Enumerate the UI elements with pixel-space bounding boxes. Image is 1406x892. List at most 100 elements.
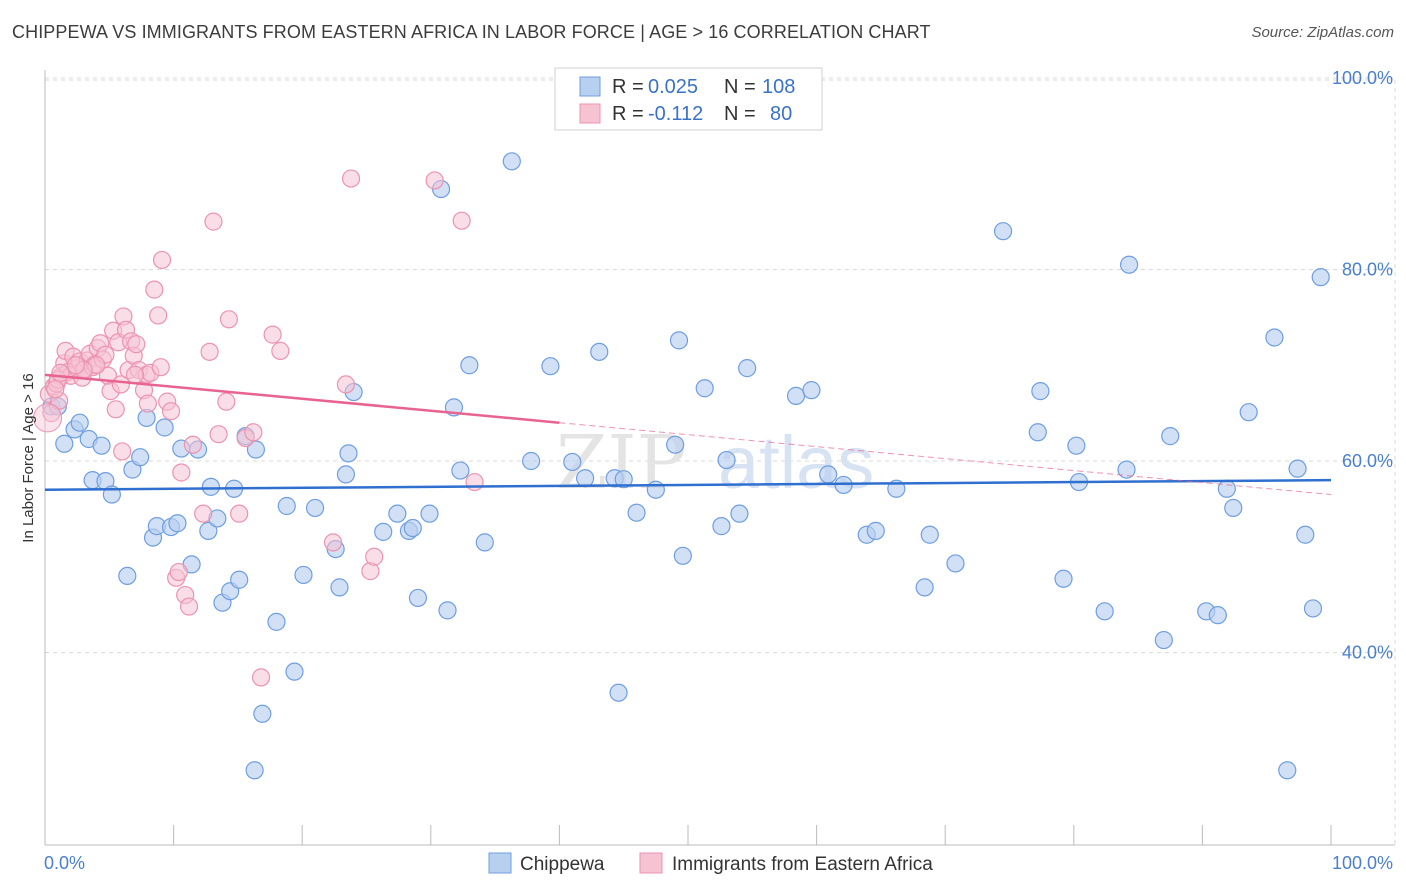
- chippewa-point: [522, 451, 541, 471]
- series-eastern-africa-points: [33, 169, 484, 687]
- eastern-africa-point: [217, 392, 236, 411]
- legend-r-value-2: -0.112: [648, 103, 703, 125]
- chippewa-point: [666, 435, 685, 454]
- chart-title: CHIPPEWA VS IMMIGRANTS FROM EASTERN AFRI…: [12, 22, 931, 42]
- eastern-africa-point: [204, 212, 223, 231]
- chippewa-point: [1296, 525, 1315, 544]
- y-axis-label: In Labor Force | Age > 16: [20, 373, 37, 542]
- eastern-africa-point: [179, 597, 199, 616]
- chippewa-point: [277, 496, 296, 516]
- chippewa-point: [1119, 255, 1139, 274]
- eastern-africa-point: [219, 310, 238, 329]
- eastern-africa-point: [151, 358, 170, 377]
- chippewa-point: [590, 342, 609, 361]
- chippewa-point: [253, 704, 272, 723]
- eastern-africa-point: [46, 380, 65, 399]
- bottom-legend-eastern-africa: Immigrants from Eastern Africa: [672, 854, 933, 875]
- chippewa-point: [1067, 436, 1086, 455]
- eastern-africa-point: [183, 435, 202, 454]
- eastern-africa-point: [66, 356, 85, 375]
- chippewa-point: [168, 514, 187, 533]
- eastern-africa-point: [172, 463, 191, 482]
- chippewa-point: [1311, 268, 1330, 287]
- chippewa-point: [614, 470, 633, 489]
- chippewa-point: [802, 381, 821, 400]
- chippewa-point: [563, 452, 582, 472]
- source-label: Source: ZipAtlas.com: [1251, 24, 1394, 41]
- chippewa-point: [730, 504, 749, 523]
- eastern-africa-point: [271, 341, 290, 360]
- eastern-africa-point: [106, 400, 125, 419]
- chippewa-point: [267, 612, 286, 631]
- chippewa-point: [294, 565, 313, 585]
- eastern-africa-point: [465, 472, 484, 492]
- eastern-africa-point: [336, 375, 356, 394]
- chippewa-point: [201, 477, 220, 496]
- chippewa-point: [460, 356, 479, 375]
- bottom-legend-swatch-eastern-africa: [639, 852, 663, 874]
- chippewa-point: [92, 436, 111, 455]
- chippewa-point: [438, 601, 457, 620]
- x-tick-label-min: 0.0%: [44, 853, 85, 873]
- chippewa-point: [946, 554, 965, 573]
- chippewa-point: [131, 448, 150, 467]
- watermark: ZIP atlas: [556, 420, 874, 506]
- eastern-africa-point: [149, 306, 168, 325]
- chippewa-trend-line: [44, 478, 1332, 491]
- chippewa-point: [339, 444, 358, 463]
- chippewa-point: [1095, 602, 1114, 621]
- watermark-atlas: atlas: [718, 421, 874, 504]
- legend-box: R = 0.025 N = 108 R = -0.112 N = 80: [554, 67, 823, 131]
- legend-swatch-eastern-africa: [579, 103, 601, 124]
- eastern-africa-point: [230, 504, 249, 523]
- eastern-africa-point: [152, 250, 172, 270]
- eastern-africa-point: [145, 280, 164, 299]
- chippewa-point: [246, 440, 266, 459]
- chippewa-point: [230, 570, 249, 589]
- eastern-africa-point: [127, 335, 146, 354]
- chippewa-point: [403, 518, 422, 538]
- chippewa-point: [336, 465, 356, 484]
- chippewa-point: [1208, 606, 1227, 625]
- y-tick-label-80: 80.0%: [1342, 260, 1393, 280]
- chippewa-point: [420, 504, 439, 523]
- y-tick-label-100: 100.0%: [1332, 68, 1393, 88]
- tick-labels: 40.0% 60.0% 80.0% 100.0% 0.0% 100.0%: [44, 68, 1393, 873]
- eastern-africa-point: [200, 342, 219, 361]
- chippewa-point: [1265, 328, 1284, 347]
- chippewa-point: [1054, 569, 1073, 588]
- chippewa-point: [669, 331, 689, 350]
- eastern-africa-point: [161, 402, 181, 421]
- chippewa-point: [1303, 599, 1323, 618]
- eastern-africa-point: [169, 562, 188, 582]
- eastern-africa-trend-extension: [559, 422, 1332, 496]
- eastern-africa-point: [111, 375, 130, 394]
- bottom-legend-chippewa: Chippewa: [520, 854, 605, 875]
- axes: [44, 70, 1395, 846]
- chippewa-point: [717, 450, 736, 470]
- chippewa-point: [199, 521, 218, 540]
- eastern-africa-point: [125, 365, 145, 384]
- chippewa-point: [451, 461, 470, 480]
- legend-r-value-1: 0.025: [648, 76, 698, 98]
- chippewa-point: [55, 434, 74, 453]
- chippewa-point: [541, 357, 560, 376]
- eastern-africa-point: [341, 169, 361, 188]
- chippewa-point: [920, 525, 939, 544]
- chippewa-point: [374, 522, 393, 541]
- chippewa-point: [70, 413, 89, 432]
- eastern-africa-point: [33, 403, 63, 433]
- chippewa-point: [1117, 460, 1136, 479]
- chippewa-point: [502, 152, 521, 171]
- eastern-africa-point: [323, 533, 343, 552]
- eastern-africa-point: [452, 211, 471, 230]
- legend-r-label-1: R =: [612, 76, 644, 98]
- eastern-africa-point: [51, 363, 70, 383]
- trend-lines: [44, 373, 1332, 496]
- eastern-africa-point: [209, 425, 228, 444]
- chippewa-point: [305, 498, 325, 518]
- bottom-legend-swatch-chippewa: [488, 852, 512, 874]
- chippewa-point: [1028, 423, 1047, 442]
- legend-r-label-2: R =: [612, 103, 644, 125]
- chippewa-point: [1217, 479, 1236, 498]
